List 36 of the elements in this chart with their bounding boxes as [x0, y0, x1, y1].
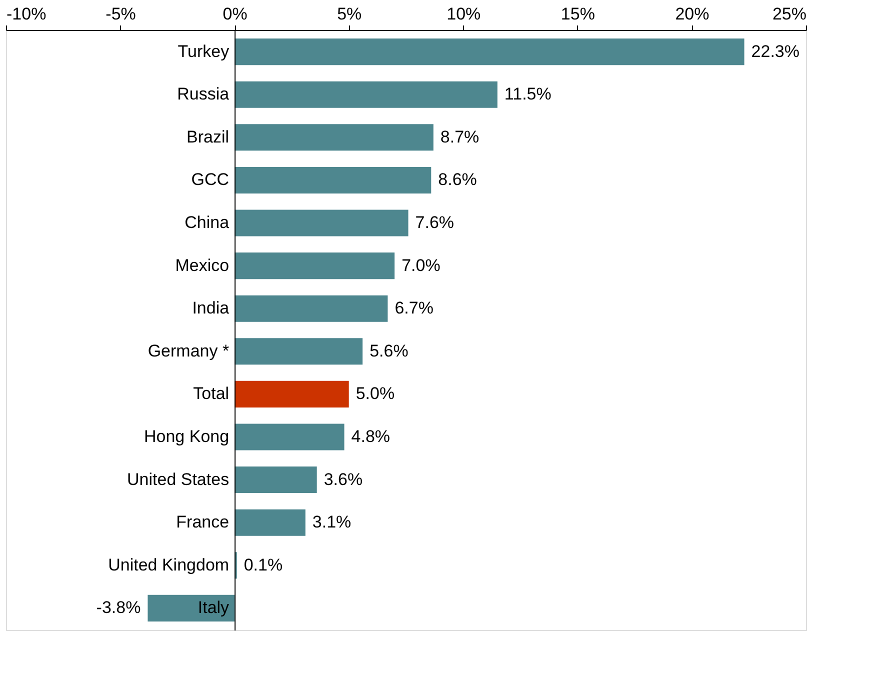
x-tick-label: 0% — [222, 4, 248, 24]
y-tick-label: Mexico — [175, 256, 230, 275]
data-label: 6.7% — [394, 298, 434, 318]
y-tick-label: Hong Kong — [144, 426, 230, 446]
data-label: 5.0% — [356, 384, 395, 404]
x-tick-label: -5% — [106, 4, 136, 24]
data-label: -3.8% — [96, 598, 141, 618]
data-label: 3.1% — [312, 512, 352, 532]
y-tick-label: Russia — [177, 84, 230, 104]
y-tick-label: China — [184, 213, 230, 232]
y-tick-label: Germany * — [148, 341, 230, 360]
y-tick-label: Brazil — [186, 127, 230, 146]
y-tick-label: Total — [193, 384, 230, 404]
y-tick-label: United States — [127, 470, 230, 489]
y-tick-label: India — [192, 298, 230, 318]
data-label: 7.0% — [402, 256, 440, 275]
x-tick-label: 25% — [772, 4, 806, 24]
data-label: 8.6% — [438, 170, 477, 190]
data-label: 0.1% — [244, 555, 283, 574]
y-tick-label: United Kingdom — [108, 555, 230, 574]
x-tick-label: 20% — [675, 4, 710, 24]
y-tick-label: Italy — [198, 598, 230, 618]
data-label: 3.6% — [324, 470, 363, 489]
y-tick-label: GCC — [191, 170, 230, 190]
data-label: 22.3% — [751, 42, 800, 61]
data-label: 11.5% — [504, 84, 552, 104]
x-tick-label: 10% — [446, 4, 481, 24]
data-label: 4.8% — [351, 426, 390, 446]
data-label: 5.6% — [370, 341, 408, 360]
data-label: 8.7% — [440, 127, 480, 146]
x-tick-label: 5% — [337, 4, 362, 24]
x-tick-label: -10% — [6, 4, 46, 24]
data-label: 7.6% — [415, 213, 454, 232]
y-tick-label: Turkey — [178, 42, 230, 61]
y-tick-label: France — [176, 512, 230, 532]
x-tick-label: 15% — [560, 4, 595, 24]
